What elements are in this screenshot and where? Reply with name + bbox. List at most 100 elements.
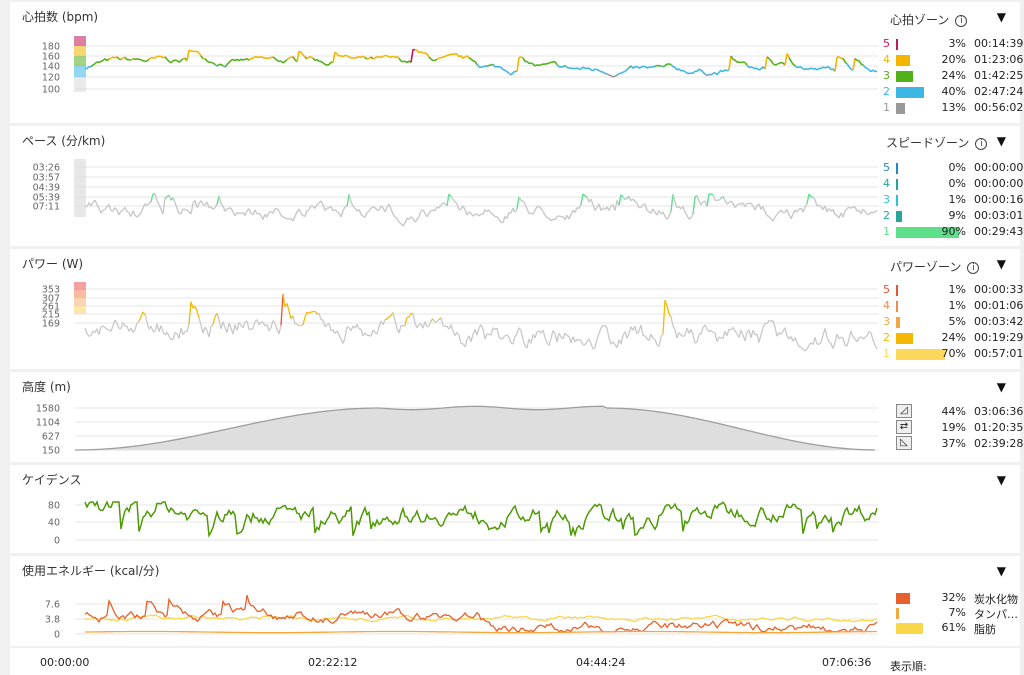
chevron-down-icon[interactable]: ▼ <box>996 564 1006 578</box>
power-trace <box>644 335 648 340</box>
heart-rate-trace <box>402 60 406 63</box>
power-trace <box>668 313 672 317</box>
power-trace <box>404 317 408 326</box>
pace-trace <box>280 214 284 218</box>
info-icon[interactable]: i <box>955 15 968 27</box>
power-trace <box>634 326 638 335</box>
heart-rate-trace <box>554 61 558 66</box>
pace-trace <box>226 207 230 210</box>
energy-row: 61% 脂肪 <box>878 621 1018 636</box>
heart-rate-trace <box>176 59 180 63</box>
sort-order-label[interactable]: 表示順: <box>890 660 927 673</box>
power-trace <box>356 324 360 330</box>
heart-rate-trace <box>186 50 190 61</box>
pace-zone-row[interactable]: 1 90% 00:29:43 <box>878 225 1023 240</box>
power-trace <box>664 299 668 307</box>
heart-zone-row[interactable]: 4 20% 01:23:06 <box>878 53 1023 68</box>
power-trace <box>544 337 548 344</box>
heart-rate-trace <box>580 66 584 70</box>
pace-trace <box>860 209 864 215</box>
heart-rate-trace <box>118 58 122 61</box>
pace-trace <box>730 200 734 204</box>
zone-percent: 1% <box>948 299 966 312</box>
power-zone-row[interactable]: 2 24% 00:19:29 <box>878 331 1023 346</box>
power-zone-row[interactable]: 1 70% 00:57:01 <box>878 347 1023 362</box>
pace-trace <box>176 207 180 214</box>
heart-rate-trace <box>134 58 138 61</box>
info-icon[interactable]: i <box>975 138 988 150</box>
power-trace <box>690 329 694 336</box>
heart-rate-trace <box>170 60 174 64</box>
pace-zone-row[interactable]: 5 0% 00:00:00 <box>878 161 1023 176</box>
power-trace <box>518 327 522 331</box>
power-trace <box>180 327 184 335</box>
pace-trace <box>808 193 812 198</box>
heart-rate-trace <box>304 56 308 60</box>
power-trace <box>648 333 652 341</box>
zone-scale-segment <box>74 282 86 290</box>
power-trace <box>278 325 282 334</box>
heart-rate-trace <box>286 57 290 61</box>
pace-trace <box>522 200 526 205</box>
heart-zone-row[interactable]: 1 13% 00:56:02 <box>878 101 1023 116</box>
heart-zone-row[interactable]: 2 40% 02:47:24 <box>878 85 1023 100</box>
pace-trace <box>766 214 770 218</box>
heart-rate-trace <box>476 63 480 68</box>
speed-zone-title[interactable]: スピードゾーン i <box>886 134 988 151</box>
heart-rate-trace <box>786 53 790 58</box>
heart-rate-trace <box>110 56 114 60</box>
zone-time: 00:01:06 <box>974 299 1024 312</box>
pace-trace <box>388 203 392 210</box>
energy-chart[interactable]: 7.6 3.8 0 <box>20 556 880 646</box>
altitude-chart[interactable]: 1580 1104 627 150 <box>20 372 880 462</box>
heart-rate-trace <box>378 56 382 59</box>
power-zone-title[interactable]: パワーゾーン i <box>890 258 980 275</box>
pace-trace <box>306 209 310 212</box>
pace-trace <box>502 216 506 223</box>
power-trace <box>772 320 776 328</box>
heart-tick-label: 100 <box>42 85 60 96</box>
pace-trace <box>150 193 154 203</box>
zone-scale-segment <box>74 159 86 217</box>
heart-rate-trace <box>386 54 390 58</box>
pace-tick-label: 07:11 <box>33 202 60 213</box>
pace-zone-row[interactable]: 4 0% 00:00:00 <box>878 177 1023 192</box>
power-zone-row[interactable]: 5 1% 00:00:33 <box>878 283 1023 298</box>
heart-rate-trace <box>822 66 826 69</box>
power-zone-row[interactable]: 3 5% 00:03:42 <box>878 315 1023 330</box>
chevron-down-icon[interactable]: ▼ <box>996 10 1006 24</box>
info-icon[interactable]: i <box>967 262 980 274</box>
chevron-down-icon[interactable]: ▼ <box>996 134 1006 148</box>
pace-trace <box>392 213 396 218</box>
power-trace <box>504 334 508 337</box>
energy-bar <box>896 593 910 604</box>
chevron-down-icon[interactable]: ▼ <box>996 380 1006 394</box>
power-trace <box>136 320 140 324</box>
power-trace <box>552 330 556 334</box>
heart-rate-trace <box>630 65 634 69</box>
heart-rate-trace <box>500 66 504 71</box>
heart-rate-trace <box>526 60 530 65</box>
heart-zone-row[interactable]: 3 24% 01:42:25 <box>878 69 1023 84</box>
heart-rate-trace <box>506 71 510 74</box>
heart-rate-trace <box>482 65 486 68</box>
pace-zone-row[interactable]: 2 9% 00:03:01 <box>878 209 1023 224</box>
heart-zone-title[interactable]: 心拍ゾーン i <box>890 11 968 28</box>
pace-trace <box>592 204 596 211</box>
heart-rate-trace <box>574 67 578 70</box>
heart-zone-row[interactable]: 5 3% 00:14:39 <box>878 37 1023 52</box>
power-trace <box>384 318 388 321</box>
cadence-chart[interactable]: 80 40 0 <box>20 465 880 553</box>
pace-zone-row[interactable]: 3 1% 00:00:16 <box>878 193 1023 208</box>
power-trace <box>416 324 420 329</box>
pace-trace <box>168 194 172 201</box>
power-trace <box>628 326 632 334</box>
chevron-down-icon[interactable]: ▼ <box>996 473 1006 487</box>
power-trace <box>832 342 836 349</box>
chevron-down-icon[interactable]: ▼ <box>996 257 1006 271</box>
power-trace <box>590 343 594 350</box>
power-zone-row[interactable]: 4 1% 00:01:06 <box>878 299 1023 314</box>
